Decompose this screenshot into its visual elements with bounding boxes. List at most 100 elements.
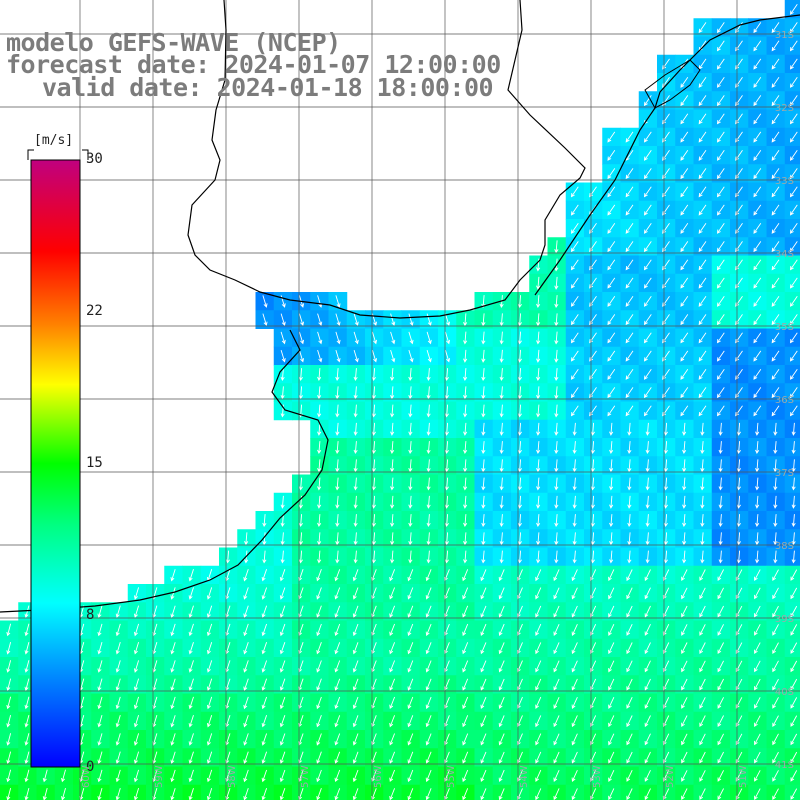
wind-arrow: [773, 550, 778, 564]
wind-arrow: [717, 678, 725, 691]
wind-arrow: [480, 769, 487, 782]
wind-arrow: [353, 386, 358, 400]
wind-arrow: [261, 751, 268, 764]
wind-arrow: [279, 587, 286, 600]
wind-arrow: [133, 587, 140, 600]
wind-arrow: [626, 624, 633, 636]
wind-arrow: [607, 368, 616, 380]
wind-arrow: [643, 186, 652, 198]
wind-arrow: [771, 22, 780, 34]
wind-speed-cell: [784, 310, 800, 329]
wind-arrow: [97, 678, 103, 691]
wind-arrow: [626, 751, 633, 764]
wind-arrow: [789, 350, 798, 362]
wind-arrow: [6, 714, 12, 728]
wind-arrow: [334, 660, 341, 673]
wind-arrow: [790, 624, 798, 636]
wind-arrow: [680, 204, 689, 216]
wind-arrow: [754, 642, 761, 655]
wind-arrow: [681, 587, 688, 600]
wind-arrow: [698, 405, 707, 417]
wind-speed-cell: [748, 784, 767, 800]
wind-arrow: [6, 623, 12, 637]
wind-arrow: [316, 678, 322, 691]
wind-arrow: [570, 332, 579, 344]
wind-arrow: [352, 715, 359, 728]
wind-arrow: [771, 314, 780, 326]
wind-arrow: [262, 550, 267, 564]
wind-arrow: [754, 751, 761, 764]
wind-arrow: [609, 514, 614, 528]
wind-arrow: [536, 368, 541, 382]
wind-arrow: [753, 368, 762, 380]
wind-arrow: [662, 697, 670, 709]
wind-arrow: [261, 660, 268, 673]
wind-arrow: [279, 715, 286, 728]
wind-arrow: [133, 623, 140, 637]
wind-arrow: [115, 751, 121, 764]
wind-arrow: [643, 222, 652, 234]
wind-arrow: [789, 277, 798, 289]
wind-arrow: [24, 678, 30, 692]
wind-arrow: [554, 313, 559, 327]
wind-arrow: [408, 331, 414, 345]
wind-speed-cell: [784, 547, 800, 567]
wind-arrow: [517, 441, 522, 455]
wind-arrow: [280, 331, 286, 345]
wind-arrow: [755, 532, 760, 546]
wind-arrow: [754, 660, 761, 673]
wind-arrow: [426, 368, 431, 382]
wind-arrow: [317, 459, 322, 473]
wind-arrow: [115, 623, 121, 637]
wind-arrow: [789, 168, 798, 180]
wind-arrow: [280, 313, 286, 326]
wind-arrow: [663, 477, 668, 491]
wind-arrow: [499, 441, 504, 455]
wind-arrow: [608, 624, 615, 636]
wind-arrow: [390, 514, 395, 528]
wind-arrow: [444, 514, 449, 528]
wind-arrow: [645, 477, 650, 491]
wind-arrow: [261, 678, 268, 691]
wind-arrow: [627, 514, 632, 528]
wind-arrow: [699, 569, 706, 582]
wind-arrow: [755, 550, 760, 564]
wind-arrow: [462, 696, 469, 710]
wind-speed-cell: [784, 0, 800, 19]
wind-arrow: [335, 441, 340, 455]
wind-arrow: [699, 678, 706, 691]
wind-arrow: [789, 259, 798, 271]
wind-arrow: [352, 642, 359, 655]
wind-arrow: [789, 387, 798, 399]
wind-arrow: [463, 459, 468, 473]
wind-arrow: [335, 349, 341, 363]
wind-arrow: [480, 587, 487, 600]
wind-arrow: [389, 660, 396, 673]
wind-arrow: [773, 514, 778, 528]
wind-arrow: [188, 769, 194, 783]
wind-arrow: [553, 587, 560, 600]
wind-arrow: [425, 733, 432, 746]
wind-arrow: [700, 532, 705, 546]
wind-arrow: [625, 295, 634, 307]
wind-arrow: [626, 660, 633, 673]
wind-arrow: [352, 569, 359, 582]
wind-arrow: [626, 605, 633, 618]
wind-arrow: [718, 422, 723, 436]
wind-arrow: [608, 697, 615, 709]
wind-arrow: [170, 587, 176, 600]
wind-arrow: [643, 277, 652, 289]
wind-arrow: [498, 788, 505, 800]
wind-arrow: [334, 715, 341, 728]
wind-arrow: [773, 459, 778, 473]
longitude-label: 55W: [446, 765, 457, 788]
wind-arrow: [717, 660, 725, 673]
wind-arrow: [625, 314, 634, 326]
wind-arrow: [773, 532, 778, 546]
wind-arrow: [589, 587, 597, 600]
wind-arrow: [115, 733, 121, 746]
wind-arrow: [699, 788, 706, 800]
wind-arrow: [590, 514, 595, 528]
wind-arrow: [390, 550, 395, 564]
wind-arrow: [499, 368, 504, 382]
